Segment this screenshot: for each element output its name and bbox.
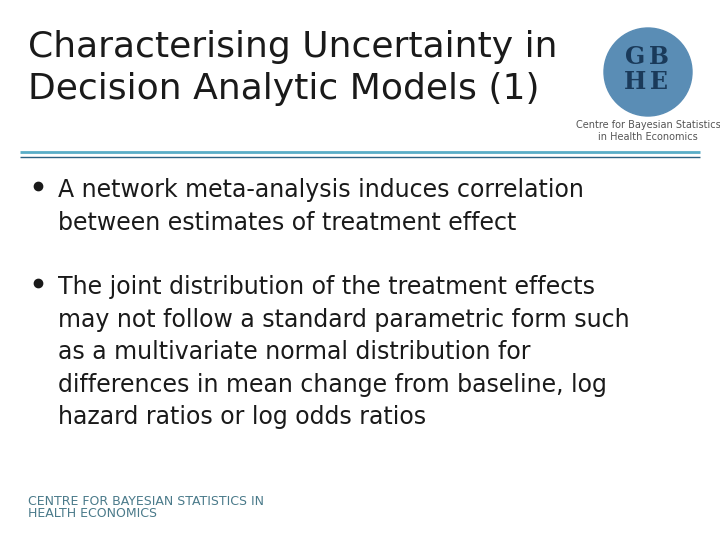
Text: HEALTH ECONOMICS: HEALTH ECONOMICS <box>28 507 157 520</box>
Text: G: G <box>625 45 645 69</box>
Text: CENTRE FOR BAYESIAN STATISTICS IN: CENTRE FOR BAYESIAN STATISTICS IN <box>28 495 264 508</box>
Text: E: E <box>650 70 668 94</box>
Text: H: H <box>624 70 646 94</box>
Text: B: B <box>649 45 669 69</box>
Text: The joint distribution of the treatment effects
may not follow a standard parame: The joint distribution of the treatment … <box>58 275 629 429</box>
Text: Centre for Bayesian Statistics
in Health Economics: Centre for Bayesian Statistics in Health… <box>575 120 720 143</box>
Text: A network meta-analysis induces correlation
between estimates of treatment effec: A network meta-analysis induces correlat… <box>58 178 584 234</box>
Text: Characterising Uncertainty in
Decision Analytic Models (1): Characterising Uncertainty in Decision A… <box>28 30 557 106</box>
Circle shape <box>604 28 692 116</box>
